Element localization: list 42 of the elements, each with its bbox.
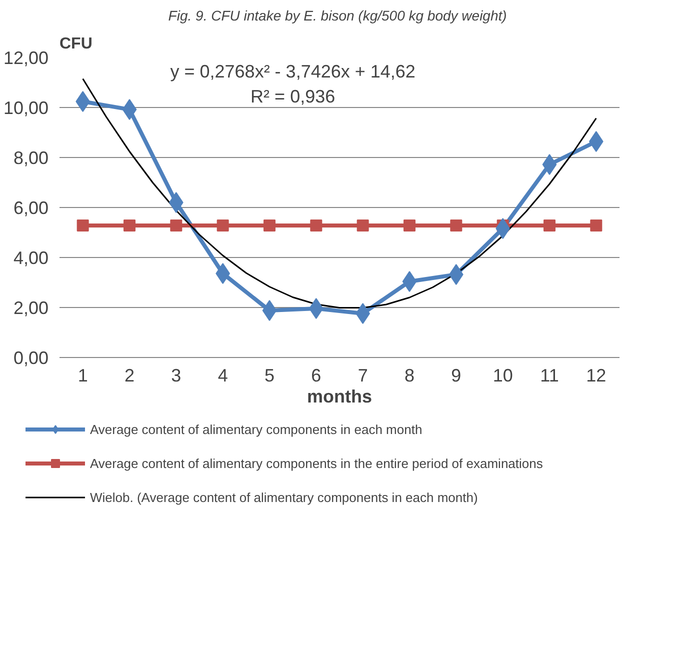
point (544, 220, 556, 232)
legend-label: Average content of alimentary components in the entire period of examinations (90, 456, 543, 470)
point (170, 220, 182, 232)
point (310, 220, 322, 232)
y-axis-title: CFU (60, 36, 92, 52)
y-tick-label: 10,00 (3, 98, 49, 118)
point (450, 220, 462, 232)
point (124, 220, 136, 232)
point (262, 300, 277, 321)
point (76, 220, 89, 232)
x-tick-label: 1 (78, 366, 88, 386)
x-tick-label: 5 (264, 366, 275, 386)
point (356, 220, 369, 232)
point (264, 220, 276, 232)
y-tick-label: 8,00 (13, 148, 49, 168)
annotation: y = 0,2768x² - 3,7426x + 14,62 (170, 61, 416, 82)
y-tick-label: 2,00 (13, 298, 49, 318)
x-tick-label: 7 (358, 366, 368, 386)
y-tick-label: 12,00 (3, 48, 49, 68)
x-tick-label: 8 (404, 366, 415, 386)
x-tick-label: 10 (492, 366, 513, 386)
x-tick-label: 4 (218, 366, 228, 386)
legend-label: Average content of alimentary components in each month (90, 422, 422, 436)
x-tick-label: 11 (540, 366, 559, 386)
x-tick-label: 12 (586, 366, 606, 386)
x-tick-label: 2 (124, 366, 135, 386)
point (402, 271, 417, 292)
x-tick-label: 3 (171, 366, 182, 386)
y-tick-label: 0,00 (13, 348, 49, 368)
point (122, 99, 137, 120)
point (542, 154, 557, 175)
x-tick-label: 9 (451, 366, 462, 386)
point (216, 220, 229, 232)
x-axis-title: months (307, 386, 372, 406)
y-tick-label: 4,00 (13, 248, 49, 268)
legend-label: Wielob. (Average content of alimentary components in each month) (90, 490, 478, 504)
point (404, 220, 416, 232)
chart-title: Fig. 9. CFU intake by E. bison (kg/500 kg body weight) (168, 8, 507, 24)
annotation: R² = 0,936 (250, 86, 336, 106)
point (590, 220, 602, 232)
x-tick-label: 6 (311, 366, 322, 386)
y-tick-label: 6,00 (13, 198, 49, 218)
